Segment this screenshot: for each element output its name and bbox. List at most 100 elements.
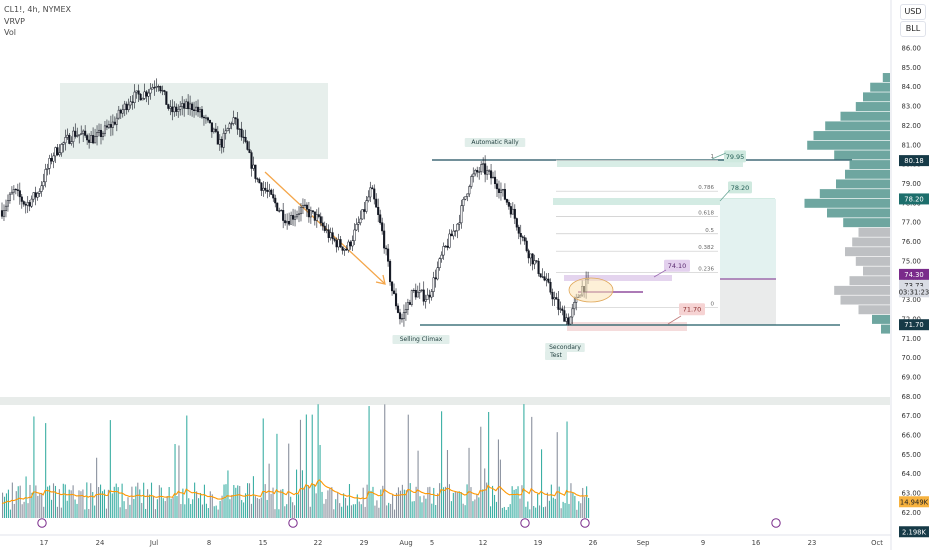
candle-body [84, 130, 87, 136]
vrvp-indicator-label[interactable]: VRVP [4, 17, 25, 26]
volume-bar [21, 504, 23, 518]
volume-bar [225, 484, 227, 518]
volume-bar [94, 505, 96, 518]
candle-body [28, 202, 31, 207]
annotation-label-bg [464, 138, 526, 147]
candle-body [458, 222, 461, 225]
volume-bar [33, 416, 35, 518]
candle-body [394, 293, 398, 307]
target-price-box-label: 79.95 [726, 153, 745, 161]
volume-bar [276, 433, 278, 518]
volume-bar [370, 490, 372, 518]
volume-bar [562, 501, 564, 518]
candle-body [191, 103, 194, 111]
volume-bar [527, 501, 529, 518]
candle-body [468, 186, 471, 195]
volume-bar [223, 484, 225, 518]
candle-body [270, 189, 273, 195]
volume-bar [576, 509, 578, 518]
volume-bar [460, 492, 462, 518]
candle-body [379, 214, 382, 223]
volume-profile-bar [845, 247, 890, 257]
volume-bar [525, 506, 527, 518]
volume-bar [439, 483, 441, 518]
volume-bar [499, 459, 501, 518]
volume-bar [158, 485, 160, 518]
volume-bar [121, 483, 123, 518]
box-pointer [711, 152, 727, 160]
candle-body [533, 260, 536, 265]
volume-bar [262, 418, 264, 518]
box-pointer [653, 269, 667, 278]
volume-profile-bar [881, 324, 890, 334]
volume-bar [501, 507, 503, 518]
candle-body [349, 241, 352, 247]
candle-body [367, 196, 370, 201]
volume-profile-bar [834, 150, 890, 160]
currency-usd-button[interactable]: USD [900, 4, 926, 20]
volume-bar [27, 503, 29, 518]
candle-body [6, 200, 9, 207]
candle-body [513, 208, 516, 219]
volume-bar [229, 499, 231, 518]
candle-body [58, 152, 61, 156]
candle-body [173, 106, 176, 113]
candle-body [76, 135, 79, 137]
volume-profile-bar [870, 82, 890, 92]
volume-bar [194, 482, 196, 518]
candle-body [155, 86, 158, 88]
candle-body [210, 122, 213, 133]
volume-bar [74, 499, 76, 518]
volume-bar [292, 502, 294, 518]
candle-body [46, 168, 49, 170]
candle-body [448, 233, 451, 248]
volume-bar [198, 498, 200, 518]
volume-bar [323, 503, 325, 518]
candle-body [169, 106, 172, 109]
volume-bar [211, 494, 213, 518]
volume-bar [315, 493, 317, 518]
volume-bar [546, 492, 548, 518]
candle-body [153, 87, 156, 89]
volume-bar [260, 497, 262, 518]
time-tick-label: 19 [534, 539, 543, 547]
candle-body [68, 134, 71, 144]
vol-indicator-label[interactable]: Vol [4, 28, 16, 37]
candle-body [313, 211, 316, 221]
price-tag-label: 03:31:23 [899, 288, 930, 296]
candle-body [218, 139, 221, 145]
time-tick-label: 23 [808, 539, 817, 547]
volume-bar [162, 498, 164, 518]
volume-bar [560, 508, 562, 518]
unit-bll-button[interactable]: BLL [900, 21, 926, 37]
volume-bar [541, 449, 543, 518]
volume-bar [411, 501, 413, 518]
candle-body [288, 221, 291, 225]
box-pointer [667, 315, 682, 325]
time-tick-label: 26 [589, 539, 598, 547]
candle-body [115, 117, 118, 125]
candle-body [54, 147, 57, 157]
volume-bar [98, 487, 100, 518]
volume-bar [107, 489, 109, 518]
zone-layer [0, 83, 890, 405]
volume-bar [584, 497, 586, 518]
volume-profile-bar [840, 111, 890, 121]
event-marker-icon [771, 518, 781, 528]
fib-label: 1 [711, 154, 715, 160]
annotation-label-bg [392, 335, 450, 344]
volume-bar [417, 450, 419, 518]
volume-bar [243, 502, 245, 518]
candle-body [264, 187, 267, 191]
volume-bar [395, 492, 398, 518]
volume-bar [360, 504, 362, 518]
target-zone-top [557, 159, 743, 167]
volume-bar [311, 414, 313, 518]
volume-bar [384, 404, 386, 518]
volume-bar [266, 499, 268, 518]
candle-body [503, 189, 506, 200]
volume-bar [337, 492, 339, 518]
volume-bar [248, 483, 251, 518]
volume-bar [82, 489, 84, 518]
